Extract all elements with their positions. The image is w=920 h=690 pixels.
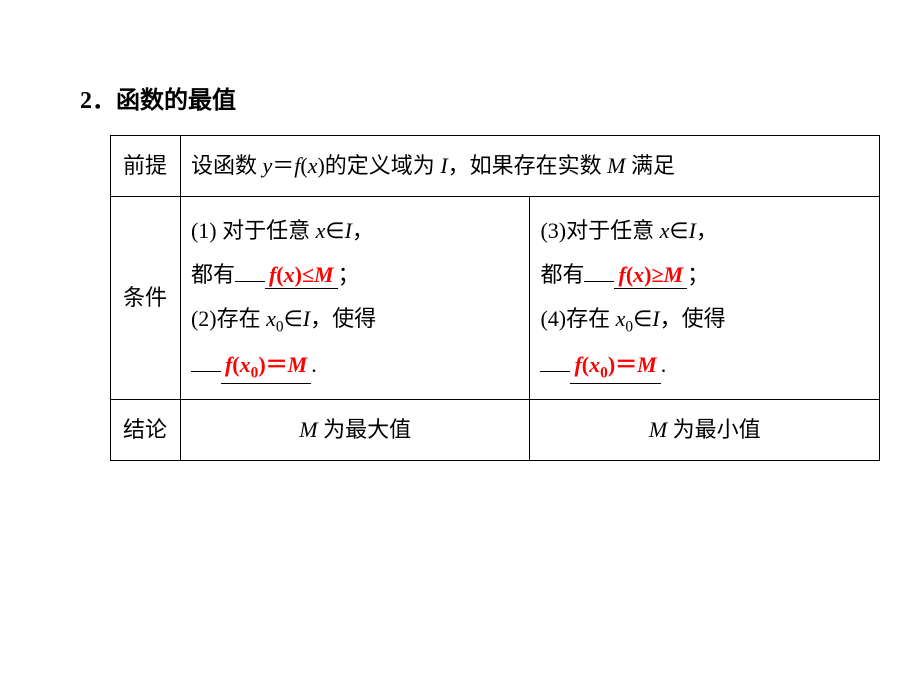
ans-M: M bbox=[664, 262, 684, 287]
cond-num: (1) bbox=[191, 218, 222, 243]
answer-blank: f(x)≥M bbox=[614, 262, 687, 289]
var-I: I bbox=[303, 306, 310, 331]
cond-3: (3)对于任意 x∈I， bbox=[540, 209, 869, 253]
cond-4: (4)存在 x0∈I，使得 bbox=[540, 297, 869, 343]
var-x: x bbox=[660, 218, 670, 243]
ans-x: x bbox=[284, 262, 295, 287]
cond-1b: 都有 f(x)≤M； bbox=[191, 253, 520, 297]
row-label-premise: 前提 bbox=[111, 136, 181, 197]
cond-1: (1) 对于任意 x∈I， bbox=[191, 209, 520, 253]
cond-num: (4) bbox=[540, 306, 566, 331]
in-sym: ∈ bbox=[633, 306, 652, 331]
condition-min-cell: (3)对于任意 x∈I， 都有f(x)≥M； (4)存在 x0∈I，使得 f(x… bbox=[530, 197, 880, 400]
ans-f: f bbox=[618, 262, 625, 287]
sub-0: 0 bbox=[276, 318, 284, 335]
var-M: M bbox=[299, 417, 317, 442]
in-sym: ∈ bbox=[325, 218, 344, 243]
ans-eq: ＝ bbox=[615, 352, 637, 377]
sub-0: 0 bbox=[625, 318, 633, 335]
ans-lp: ( bbox=[232, 352, 239, 377]
var-M: M bbox=[649, 417, 667, 442]
cond-text: 对于任意 bbox=[222, 218, 316, 243]
section-heading: 2．函数的最值 bbox=[80, 80, 860, 115]
ans-x: x bbox=[633, 262, 644, 287]
heading-text: 函数的最值 bbox=[116, 88, 236, 114]
concl-text: 为最小值 bbox=[667, 417, 761, 442]
semi: ； bbox=[338, 262, 360, 287]
var-I: I bbox=[345, 218, 352, 243]
cond-text: ，使得 bbox=[660, 306, 726, 331]
in-sym: ∈ bbox=[284, 306, 303, 331]
answer-blank: f(x0)＝M bbox=[221, 352, 311, 384]
cond-4b: f(x0)＝M. bbox=[540, 343, 869, 387]
blank-underline bbox=[584, 281, 614, 282]
premise-end: 满足 bbox=[625, 153, 675, 178]
cond-text: ，使得 bbox=[310, 306, 376, 331]
var-x: x bbox=[316, 218, 326, 243]
var-I: I bbox=[689, 218, 696, 243]
eq-sign: ＝ bbox=[272, 153, 294, 178]
row-label-condition: 条件 bbox=[111, 197, 181, 400]
premise-cell: 设函数 y＝f(x)的定义域为 I，如果存在实数 M 满足 bbox=[180, 136, 879, 197]
cond-text: 存在 bbox=[217, 306, 267, 331]
table-row: 结论 M 为最大值 M 为最小值 bbox=[111, 400, 880, 461]
concl-text: 为最大值 bbox=[318, 417, 412, 442]
ans-M: M bbox=[637, 352, 657, 377]
ans-x: x bbox=[240, 352, 251, 377]
premise-text: 设函数 bbox=[191, 153, 263, 178]
in-sym: ∈ bbox=[669, 218, 688, 243]
ans-sub: 0 bbox=[600, 365, 608, 382]
cond-text: 对于任意 bbox=[566, 218, 660, 243]
semi: ； bbox=[687, 262, 709, 287]
period: . bbox=[661, 352, 667, 377]
var-I: I bbox=[440, 153, 447, 178]
comma: ， bbox=[696, 218, 718, 243]
comma: ， bbox=[352, 218, 374, 243]
ans-op: ≥ bbox=[651, 262, 663, 287]
ans-x: x bbox=[589, 352, 600, 377]
cond-text: 存在 bbox=[566, 306, 616, 331]
premise-mid: 的定义域为 bbox=[325, 153, 441, 178]
rparen: ) bbox=[317, 153, 324, 178]
conclusion-max: M 为最大值 bbox=[180, 400, 530, 461]
cond-3b: 都有 f(x)≥M； bbox=[540, 253, 869, 297]
ans-op: ≤ bbox=[302, 262, 314, 287]
premise-mid2: ，如果存在实数 bbox=[448, 153, 608, 178]
ans-lp: ( bbox=[276, 262, 283, 287]
cond-num: (2) bbox=[191, 306, 217, 331]
blank-underline bbox=[235, 281, 265, 282]
table-row: 条件 (1) 对于任意 x∈I， 都有f(x)≤M； (2)存在 x0∈I，使得… bbox=[111, 197, 880, 400]
ans-eq: ＝ bbox=[266, 352, 288, 377]
cond-num: (3) bbox=[540, 218, 566, 243]
cond-text: 都有 bbox=[191, 262, 235, 287]
ans-rp: ) bbox=[295, 262, 302, 287]
var-M: M bbox=[607, 153, 625, 178]
lparen: ( bbox=[300, 153, 307, 178]
answer-blank: f(x0)＝M bbox=[570, 352, 660, 384]
cond-2b: f(x0)＝M. bbox=[191, 343, 520, 387]
blank-underline bbox=[540, 371, 570, 372]
cond-text: 都有 bbox=[540, 262, 584, 287]
row-label-conclusion: 结论 bbox=[111, 400, 181, 461]
table-row: 前提 设函数 y＝f(x)的定义域为 I，如果存在实数 M 满足 bbox=[111, 136, 880, 197]
var-x0: x bbox=[616, 306, 626, 331]
var-x: x bbox=[308, 153, 318, 178]
var-y: y bbox=[262, 153, 272, 178]
var-I: I bbox=[652, 306, 659, 331]
answer-blank: f(x)≤M bbox=[265, 262, 338, 289]
heading-number: 2． bbox=[80, 88, 116, 114]
definition-table: 前提 设函数 y＝f(x)的定义域为 I，如果存在实数 M 满足 条件 (1) … bbox=[110, 135, 880, 461]
ans-M: M bbox=[288, 352, 308, 377]
period: . bbox=[311, 352, 317, 377]
var-x0: x bbox=[266, 306, 276, 331]
cond-2: (2)存在 x0∈I，使得 bbox=[191, 297, 520, 343]
conclusion-min: M 为最小值 bbox=[530, 400, 880, 461]
ans-f: f bbox=[574, 352, 581, 377]
ans-M: M bbox=[314, 262, 334, 287]
blank-underline bbox=[191, 371, 221, 372]
ans-rp: ) bbox=[258, 352, 265, 377]
condition-max-cell: (1) 对于任意 x∈I， 都有f(x)≤M； (2)存在 x0∈I，使得 f(… bbox=[180, 197, 530, 400]
